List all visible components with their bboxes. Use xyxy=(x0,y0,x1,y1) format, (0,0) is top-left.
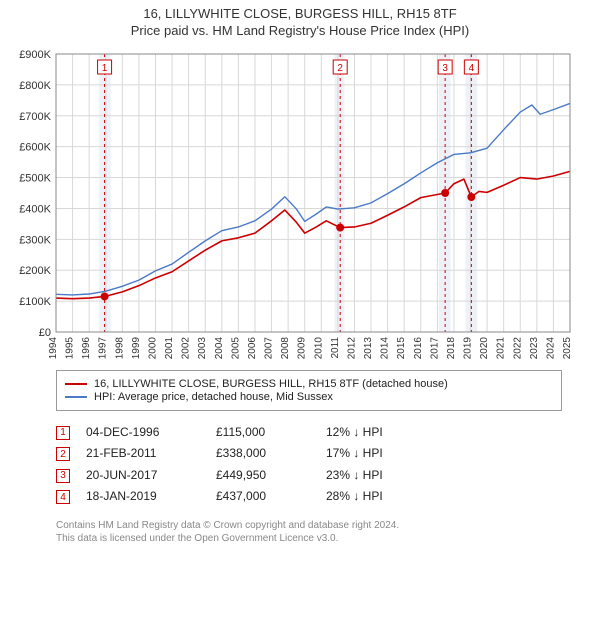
event-marker-label: 2 xyxy=(337,63,343,74)
x-tick-label: 2008 xyxy=(280,337,291,360)
x-tick-label: 2013 xyxy=(363,337,374,360)
legend-item: 16, LILLYWHITE CLOSE, BURGESS HILL, RH15… xyxy=(65,378,553,390)
x-tick-label: 1998 xyxy=(114,337,125,360)
x-tick-label: 2009 xyxy=(297,337,308,360)
x-tick-label: 2019 xyxy=(463,337,474,360)
price-chart: 1234£0£100K£200K£300K£400K£500K£600K£700… xyxy=(10,44,590,364)
footer-line2: This data is licensed under the Open Gov… xyxy=(56,532,590,545)
x-tick-label: 2020 xyxy=(479,337,490,360)
y-tick-label: £300K xyxy=(19,234,51,246)
y-tick-label: £400K xyxy=(19,203,51,215)
x-tick-label: 2018 xyxy=(446,337,457,360)
sale-hpi-delta: 23% ↓ HPI xyxy=(326,468,436,482)
x-tick-label: 2000 xyxy=(147,337,158,360)
x-tick-label: 2004 xyxy=(214,337,225,360)
x-tick-label: 1997 xyxy=(98,337,109,360)
x-tick-label: 2010 xyxy=(313,337,324,360)
legend-swatch xyxy=(65,383,87,385)
sale-date: 21-FEB-2011 xyxy=(86,446,216,460)
x-tick-label: 2007 xyxy=(264,337,275,360)
sale-marker-badge: 3 xyxy=(56,469,70,483)
x-tick-label: 2025 xyxy=(562,337,573,360)
x-tick-label: 1995 xyxy=(65,337,76,360)
sale-hpi-delta: 12% ↓ HPI xyxy=(326,425,436,439)
sale-price: £115,000 xyxy=(216,425,326,439)
y-tick-label: £200K xyxy=(19,265,51,277)
legend-item: HPI: Average price, detached house, Mid … xyxy=(65,391,553,403)
y-tick-label: £700K xyxy=(19,111,51,123)
x-tick-label: 2017 xyxy=(429,337,440,360)
y-tick-label: £800K xyxy=(19,80,51,92)
x-tick-label: 2015 xyxy=(396,337,407,360)
event-marker-label: 4 xyxy=(469,63,475,74)
sale-date: 18-JAN-2019 xyxy=(86,489,216,503)
y-tick-label: £900K xyxy=(19,49,51,61)
x-tick-label: 1994 xyxy=(48,337,59,360)
x-tick-label: 2005 xyxy=(230,337,241,360)
sale-hpi-delta: 17% ↓ HPI xyxy=(326,446,436,460)
x-tick-label: 2006 xyxy=(247,337,258,360)
x-tick-label: 2022 xyxy=(512,337,523,360)
sale-marker-badge: 4 xyxy=(56,490,70,504)
y-tick-label: £500K xyxy=(19,173,51,185)
chart-area: 1234£0£100K£200K£300K£400K£500K£600K£700… xyxy=(10,44,590,364)
x-tick-label: 2023 xyxy=(529,337,540,360)
sale-date: 20-JUN-2017 xyxy=(86,468,216,482)
x-tick-label: 2014 xyxy=(380,337,391,360)
legend: 16, LILLYWHITE CLOSE, BURGESS HILL, RH15… xyxy=(56,370,562,411)
footer-line1: Contains HM Land Registry data © Crown c… xyxy=(56,519,590,532)
x-tick-label: 1999 xyxy=(131,337,142,360)
chart-titles: 16, LILLYWHITE CLOSE, BURGESS HILL, RH15… xyxy=(0,0,600,38)
sale-price: £338,000 xyxy=(216,446,326,460)
sale-hpi-delta: 28% ↓ HPI xyxy=(326,489,436,503)
sale-date: 04-DEC-1996 xyxy=(86,425,216,439)
x-tick-label: 2011 xyxy=(330,337,341,359)
event-marker-label: 1 xyxy=(102,63,108,74)
legend-swatch xyxy=(65,396,87,398)
event-marker-label: 3 xyxy=(442,63,448,74)
x-tick-label: 1996 xyxy=(81,337,92,360)
x-tick-label: 2002 xyxy=(181,337,192,360)
title-sub: Price paid vs. HM Land Registry's House … xyxy=(0,23,600,38)
sale-marker-badge: 2 xyxy=(56,447,70,461)
legend-label: HPI: Average price, detached house, Mid … xyxy=(94,391,333,403)
sale-row: 3 20-JUN-2017£449,95023% ↓ HPI xyxy=(56,464,562,486)
license-footer: Contains HM Land Registry data © Crown c… xyxy=(56,519,590,553)
title-main: 16, LILLYWHITE CLOSE, BURGESS HILL, RH15… xyxy=(0,6,600,21)
x-tick-label: 2016 xyxy=(413,337,424,360)
x-tick-label: 2012 xyxy=(346,337,357,360)
x-tick-label: 2003 xyxy=(197,337,208,360)
y-tick-label: £100K xyxy=(19,296,51,308)
sale-row: 2 21-FEB-2011£338,00017% ↓ HPI xyxy=(56,443,562,465)
sale-price: £437,000 xyxy=(216,489,326,503)
x-tick-label: 2024 xyxy=(545,337,556,360)
x-tick-label: 2021 xyxy=(496,337,507,360)
sale-marker-badge: 1 xyxy=(56,426,70,440)
legend-label: 16, LILLYWHITE CLOSE, BURGESS HILL, RH15… xyxy=(94,378,448,390)
y-tick-label: £600K xyxy=(19,142,51,154)
sale-row: 1 04-DEC-1996£115,00012% ↓ HPI xyxy=(56,421,562,443)
sale-row: 4 18-JAN-2019£437,00028% ↓ HPI xyxy=(56,486,562,508)
sale-price: £449,950 xyxy=(216,468,326,482)
x-tick-label: 2001 xyxy=(164,337,175,360)
sales-table: 1 04-DEC-1996£115,00012% ↓ HPI 2 21-FEB-201… xyxy=(56,421,562,507)
